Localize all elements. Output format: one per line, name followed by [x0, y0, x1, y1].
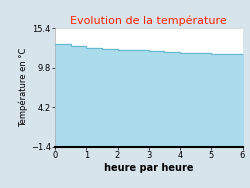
X-axis label: heure par heure: heure par heure	[104, 163, 194, 173]
Title: Evolution de la température: Evolution de la température	[70, 16, 227, 26]
Y-axis label: Température en °C: Température en °C	[18, 48, 28, 127]
